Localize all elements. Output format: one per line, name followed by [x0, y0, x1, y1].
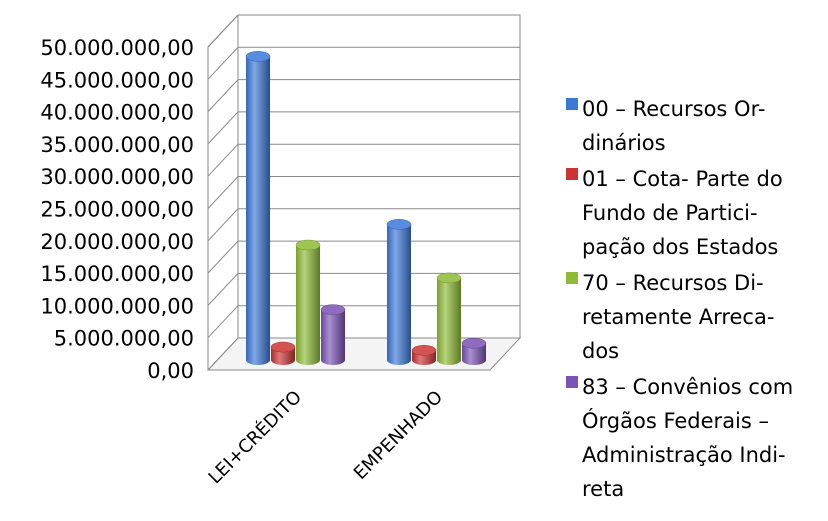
y-tick-label: 45.000.000,00	[40, 68, 194, 92]
y-tick-label: 50.000.000,00	[40, 36, 194, 60]
legend-label: 83 – Convênios com	[582, 375, 794, 399]
gridline	[207, 208, 520, 242]
gridline	[207, 46, 520, 80]
bar-body	[246, 56, 270, 365]
bar-body	[321, 309, 345, 365]
y-tick-label: 40.000.000,00	[40, 101, 194, 125]
legend-label: pação dos Estados	[582, 235, 779, 259]
legend-swatch	[566, 98, 578, 110]
legend-label: Administração Indi-	[582, 443, 786, 467]
legend-label: 01 – Cota- Parte do	[582, 167, 783, 191]
y-tick-label: 35.000.000,00	[40, 133, 194, 157]
x-tick-label: EMPENHADO	[350, 387, 447, 484]
legend-swatch	[566, 376, 578, 388]
bar-top	[320, 304, 346, 315]
gridline	[207, 143, 520, 177]
legend-item: 01 – Cota- Parte do Fundo de Partici- pa…	[566, 162, 828, 264]
bar-top	[386, 219, 412, 230]
y-tick-label: 5.000.000,00	[54, 327, 194, 351]
legend-item: 83 – Convênios com Órgãos Federais – Adm…	[566, 370, 828, 506]
y-tick-label: 0,00	[147, 359, 194, 383]
legend-label: Órgãos Federais –	[582, 409, 770, 433]
y-tick-label: 25.000.000,00	[40, 198, 194, 222]
y-tick-label: 30.000.000,00	[40, 165, 194, 189]
bar-body	[296, 245, 320, 365]
legend-label: dinários	[582, 131, 666, 155]
gridline	[207, 79, 520, 112]
legend-item: 70 – Recursos Di- retamente Arreca- dos	[566, 266, 828, 368]
gridline	[207, 337, 520, 371]
bar-top	[245, 51, 271, 62]
bar-top	[461, 337, 487, 349]
gridline	[207, 176, 520, 209]
bar-top	[436, 272, 462, 284]
bar-body	[387, 224, 411, 365]
gridline	[207, 240, 520, 274]
gridline	[207, 14, 520, 48]
y-tick-label: 10.000.000,00	[40, 294, 194, 318]
bar-body	[437, 277, 461, 365]
legend-swatch	[566, 272, 578, 284]
gridline	[207, 272, 520, 306]
x-tick-label: LEI+CRÉDITO	[204, 386, 306, 488]
legend-swatch	[566, 168, 578, 180]
legend-item: 00 – Recursos Or- dinários	[566, 92, 828, 160]
bar-top	[270, 341, 296, 353]
legend-label: reta	[582, 477, 625, 501]
legend-label: 00 – Recursos Or-	[582, 97, 766, 121]
bar-top	[295, 239, 321, 251]
legend-label: 70 – Recursos Di-	[582, 271, 764, 295]
y-tick-label: 20.000.000,00	[40, 230, 194, 254]
bar-body	[462, 343, 486, 365]
gridline	[207, 305, 520, 339]
gridline	[207, 111, 520, 145]
legend-label: Fundo de Partici-	[582, 201, 758, 225]
legend-label: dos	[582, 339, 620, 363]
y-tick-label: 15.000.000,00	[40, 262, 194, 286]
chart-legend: 00 – Recursos Or- dinários 01 – Cota- Pa…	[566, 92, 828, 508]
legend-label: retamente Arreca-	[582, 305, 775, 329]
bar-top	[411, 345, 437, 356]
